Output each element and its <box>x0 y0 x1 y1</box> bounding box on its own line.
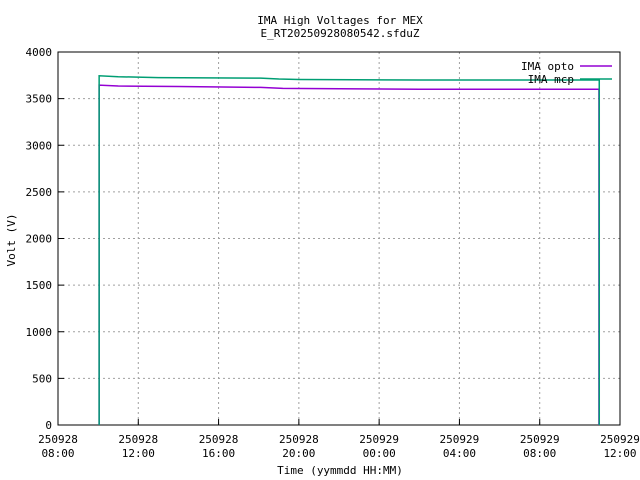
data-line <box>98 84 600 425</box>
y-tick-label: 1500 <box>26 279 53 292</box>
y-tick-label: 2000 <box>26 233 53 246</box>
y-tick-label: 3500 <box>26 93 53 106</box>
legend-label: IMA opto <box>521 60 574 73</box>
x-axis-label: Time (yymmdd HH:MM) <box>277 464 403 477</box>
y-tick-label: 2500 <box>26 186 53 199</box>
x-tick-label: 250929 08:00 <box>520 433 560 460</box>
chart-title: IMA High Voltages for MEX <box>257 14 423 27</box>
y-tick-label: 500 <box>32 372 52 385</box>
y-tick-label: 0 <box>45 419 52 432</box>
y-tick-label: 4000 <box>26 46 53 59</box>
chart-subtitle: E_RT20250928080542.sfduZ <box>261 27 420 40</box>
y-axis-label: Volt (V) <box>5 214 18 267</box>
x-tick-label: 250928 08:00 <box>38 433 78 460</box>
data-line <box>98 74 601 425</box>
y-tick-label: 3000 <box>26 139 53 152</box>
x-tick-label: 250929 04:00 <box>440 433 480 460</box>
y-tick-label: 1000 <box>26 326 53 339</box>
x-tick-label: 250928 20:00 <box>279 433 319 460</box>
x-tick-label: 250928 12:00 <box>118 433 158 460</box>
plot-frame <box>57 51 621 426</box>
x-tick-label: 250928 16:00 <box>199 433 239 460</box>
x-tick-label: 250929 00:00 <box>359 433 399 460</box>
legend-label: IMA mcp <box>528 73 574 86</box>
x-tick-label: 250929 12:00 <box>600 433 640 460</box>
